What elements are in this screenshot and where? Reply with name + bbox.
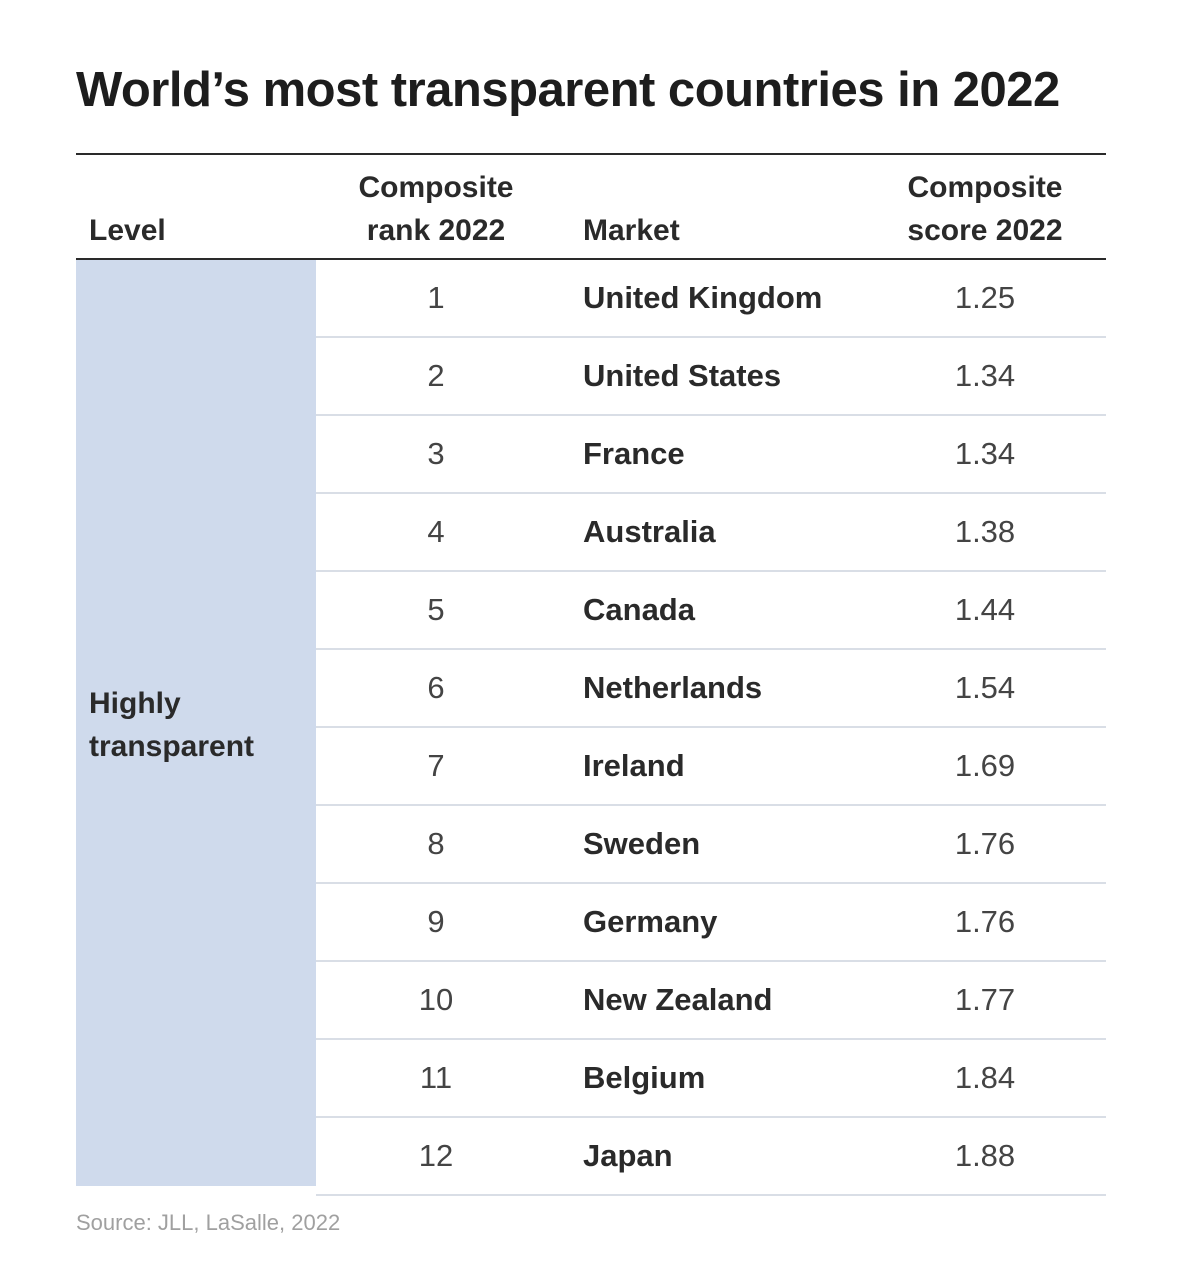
market-cell: United States (583, 358, 782, 393)
score-cell: 1.44 (954, 592, 1016, 627)
rank-cell: 1 (427, 280, 445, 315)
table-body: 1 United Kingdom 1.25 2 United States 1.34 3 Fr… (316, 260, 1106, 1196)
score-cell: 1.76 (954, 904, 1016, 939)
table-row: 1 United Kingdom 1.25 (316, 260, 1106, 338)
table-row: 8 Sweden 1.76 (316, 806, 1106, 884)
header-rank-line2: rank 2022 (366, 214, 506, 247)
table-row: 10 New Zealand 1.77 (316, 962, 1106, 1040)
table-row: 9 Germany 1.76 (316, 884, 1106, 962)
score-cell: 1.38 (954, 514, 1016, 549)
score-cell: 1.77 (954, 982, 1016, 1017)
rank-cell: 9 (427, 904, 445, 939)
market-cell: Australia (583, 514, 716, 549)
rank-cell: 6 (427, 670, 445, 705)
score-cell: 1.34 (954, 358, 1016, 393)
rank-cell: 12 (418, 1138, 454, 1173)
market-cell: Ireland (583, 748, 685, 783)
rank-cell: 4 (427, 514, 445, 549)
header-composite-score: Composite score 2022 (865, 166, 1105, 252)
score-cell: 1.84 (954, 1060, 1016, 1095)
market-cell: France (583, 436, 685, 471)
header-level: Level (89, 214, 166, 247)
table-row: 4 Australia 1.38 (316, 494, 1106, 572)
level-label-line1: Highly (89, 687, 181, 720)
rank-cell: 3 (427, 436, 445, 471)
score-cell: 1.76 (954, 826, 1016, 861)
header-composite-rank: Composite rank 2022 (316, 166, 556, 252)
chart-title: World’s most transparent countries in 20… (76, 63, 1060, 117)
header-score-line2: score 2022 (907, 214, 1063, 247)
level-label: Highly transparent (89, 682, 254, 768)
level-band (76, 260, 316, 1186)
table-row: 6 Netherlands 1.54 (316, 650, 1106, 728)
market-cell: Canada (583, 592, 695, 627)
rank-cell: 10 (418, 982, 454, 1017)
score-cell: 1.88 (954, 1138, 1016, 1173)
header-market: Market (583, 214, 680, 247)
market-cell: Germany (583, 904, 718, 939)
rank-cell: 11 (419, 1060, 453, 1095)
table-row: 3 France 1.34 (316, 416, 1106, 494)
market-cell: Belgium (583, 1060, 706, 1095)
score-cell: 1.54 (954, 670, 1016, 705)
table-row: 5 Canada 1.44 (316, 572, 1106, 650)
table-row: 7 Ireland 1.69 (316, 728, 1106, 806)
score-cell: 1.69 (954, 748, 1016, 783)
header-score-line1: Composite (907, 171, 1063, 204)
top-rule (76, 153, 1106, 155)
rank-cell: 2 (427, 358, 445, 393)
header-rank-line1: Composite (358, 171, 514, 204)
level-label-line2: transparent (89, 730, 255, 763)
market-cell: Japan (583, 1138, 673, 1173)
score-cell: 1.25 (954, 280, 1016, 315)
market-cell: Sweden (583, 826, 701, 861)
rank-cell: 5 (427, 592, 445, 627)
source-note: Source: JLL, LaSalle, 2022 (76, 1210, 341, 1235)
rank-cell: 8 (427, 826, 445, 861)
market-cell: Netherlands (583, 670, 763, 705)
market-cell: United Kingdom (583, 280, 823, 315)
table-row: 2 United States 1.34 (316, 338, 1106, 416)
table-row: 12 Japan 1.88 (316, 1118, 1106, 1196)
market-cell: New Zealand (583, 982, 773, 1017)
table-row: 11 Belgium 1.84 (316, 1040, 1106, 1118)
rank-cell: 7 (427, 748, 445, 783)
header-rule (76, 258, 1106, 260)
score-cell: 1.34 (954, 436, 1016, 471)
